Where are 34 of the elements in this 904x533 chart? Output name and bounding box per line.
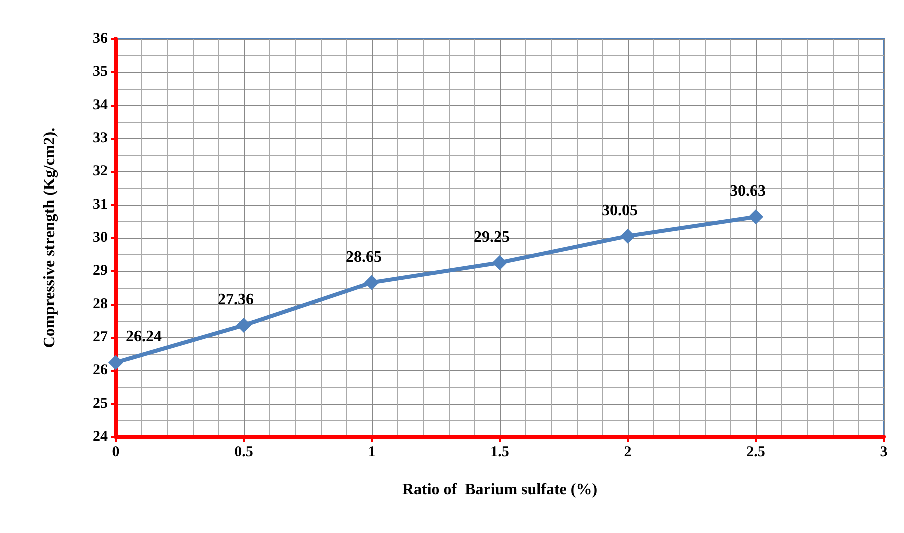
x-tick-label: 1.5 (490, 444, 510, 460)
data-label: 30.63 (730, 183, 766, 200)
data-label: 28.65 (346, 248, 382, 266)
x-axis-title: Ratio of Barium sulfate (%) (402, 482, 598, 498)
point (108, 355, 124, 370)
y-tick-label: 29 (93, 263, 108, 280)
y-tick-label: 25 (93, 396, 108, 412)
point (748, 210, 764, 225)
y-tick-label: 27 (93, 330, 108, 346)
y-tick-label: 35 (93, 64, 108, 80)
y-tick-label: 31 (93, 196, 108, 213)
y-tick-label: 24 (93, 429, 108, 445)
y-tick-label: 26 (93, 362, 108, 379)
point (492, 255, 508, 270)
data-label: 27.36 (218, 292, 254, 309)
x-tick-label: 2.5 (746, 444, 766, 460)
data-label: 26.24 (126, 328, 162, 346)
y-tick-label: 32 (93, 164, 108, 180)
point (364, 275, 380, 290)
x-tick-label: 1 (368, 444, 376, 460)
point (620, 228, 636, 244)
x-tick-label: 0 (112, 444, 120, 460)
data-label: 30.05 (602, 202, 638, 220)
x-tick-label: 2 (624, 444, 632, 460)
y-tick-label: 34 (93, 97, 108, 114)
x-tick-label: 0.5 (234, 444, 254, 460)
y-tick-label: 33 (93, 130, 108, 146)
x-tick-label: 3 (880, 444, 888, 460)
y-tick-label: 28 (93, 296, 108, 312)
y-axis-title: Compressive strength (Kg/cm2). (42, 128, 58, 348)
y-tick-label: 30 (93, 230, 108, 246)
point (236, 318, 252, 334)
data-label: 29.25 (474, 228, 510, 246)
y-tick-label: 36 (93, 31, 108, 47)
